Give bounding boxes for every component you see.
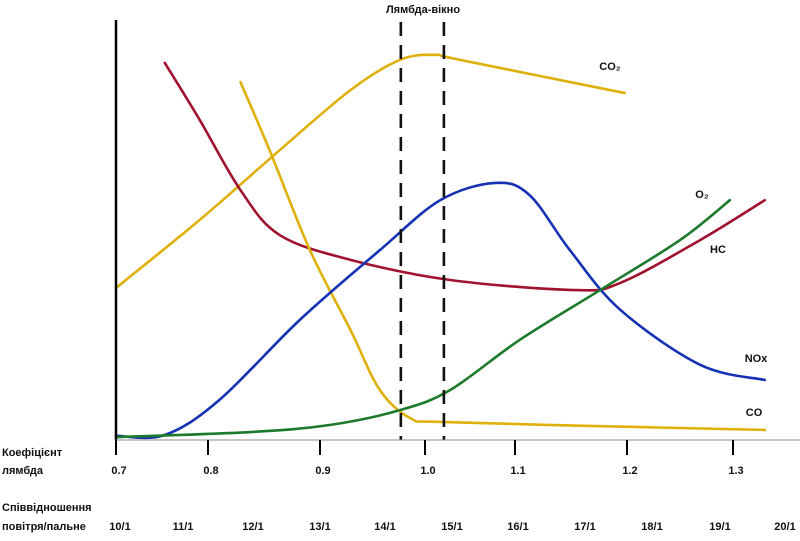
- x-tick-label: 1.0: [420, 465, 435, 477]
- air-fuel-tick-label: 14/1: [374, 521, 395, 533]
- x-tick-label: 1.1: [510, 465, 525, 477]
- air-fuel-tick-label: 13/1: [309, 521, 330, 533]
- x-tick-label: 0.8: [203, 465, 218, 477]
- x-tick-label: 0.9: [315, 465, 330, 477]
- air-fuel-tick-label: 12/1: [242, 521, 263, 533]
- secondary-axis-title-line1: Співвідношення: [2, 502, 92, 514]
- air-fuel-tick-label: 15/1: [441, 521, 462, 533]
- x-tick-label: 1.2: [622, 465, 637, 477]
- series-label-hc: HC: [710, 244, 726, 256]
- air-fuel-tick-label: 11/1: [173, 521, 194, 533]
- series-label-co2: CO₂: [599, 61, 621, 73]
- x-tick-label: 1.3: [728, 465, 743, 477]
- series-label-o2: O₂: [695, 189, 709, 201]
- air-fuel-tick-label: 18/1: [641, 521, 662, 533]
- series-line-o2: [114, 198, 732, 439]
- series-lines: [114, 53, 767, 440]
- air-fuel-tick-label: 19/1: [709, 521, 730, 533]
- air-fuel-tick-label: 20/1: [774, 521, 795, 533]
- series-label-nox: NOx: [745, 353, 769, 365]
- series-line-hc: [163, 61, 767, 292]
- air-fuel-tick-label: 16/1: [507, 521, 528, 533]
- air-fuel-ticks: 10/1 11/1 12/1 13/1 14/1 15/1 16/1 17/1 18/1 19/1…: [109, 521, 795, 533]
- x-tick-label: 0.7: [111, 465, 126, 477]
- x-axis-title-line1: Коефіцієнт: [2, 447, 63, 459]
- lambda-window-label: Лямбда-вікно: [386, 4, 460, 16]
- series-line-co2: [114, 53, 627, 290]
- series-line-nox: [114, 181, 767, 440]
- lambda-window: [399, 22, 446, 440]
- series-label-co: CO: [746, 407, 763, 419]
- x-axis-title-line2: лямбда: [2, 465, 44, 477]
- secondary-axis-title-line2: повітря/пальне: [2, 521, 86, 533]
- x-ticks: 0.7 0.8 0.9 1.0 1.1 1.2 1.3: [111, 440, 744, 477]
- series-line-co: [239, 80, 767, 432]
- air-fuel-tick-label: 17/1: [574, 521, 595, 533]
- air-fuel-tick-label: 10/1: [109, 521, 130, 533]
- series-labels: CO₂ HC CO NOx O₂: [599, 61, 768, 419]
